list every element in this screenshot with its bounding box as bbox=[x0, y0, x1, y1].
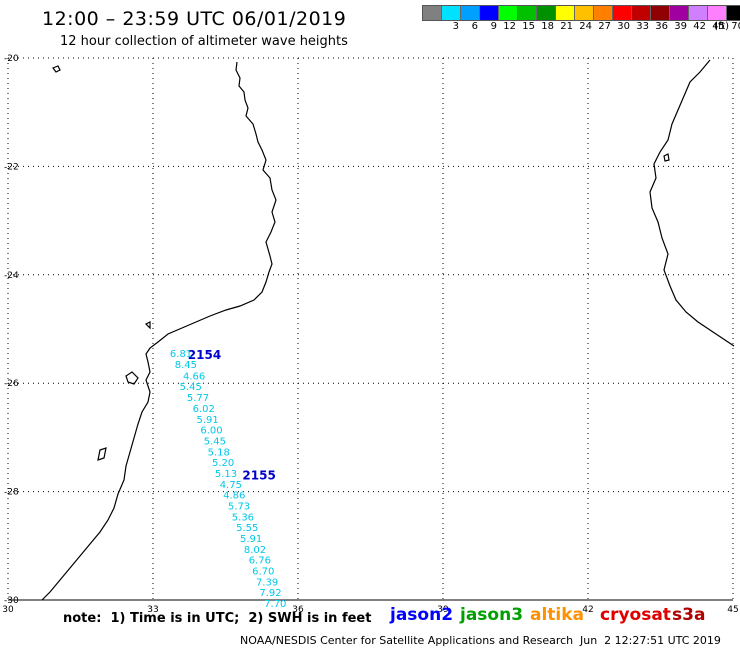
wave-height-value: 5.20 bbox=[212, 458, 234, 469]
wave-height-value: 5.13 bbox=[215, 469, 237, 480]
color-swatch bbox=[556, 6, 575, 20]
wave-height-value: 7.39 bbox=[256, 577, 278, 588]
color-swatch bbox=[537, 6, 556, 20]
wave-height-value: 4.66 bbox=[183, 371, 205, 382]
color-scale-label: 70 bbox=[731, 21, 740, 32]
inlet-coastline bbox=[97, 447, 107, 461]
wave-height-value: 6.02 bbox=[193, 404, 215, 415]
islet-coastline bbox=[144, 321, 151, 330]
color-scale-label: 30 bbox=[617, 21, 630, 32]
footer-note: note: 1) Time is in UTC; 2) SWH is in fe… bbox=[63, 611, 372, 626]
color-scale-label: 24 bbox=[579, 21, 592, 32]
wave-height-value: 5.73 bbox=[228, 501, 250, 512]
color-scale-label: 27 bbox=[598, 21, 611, 32]
latitude-tick-label: -30 bbox=[4, 596, 19, 606]
wave-height-value: 5.45 bbox=[180, 382, 202, 393]
credit-line: NOAA/NESDIS Center for Satellite Applica… bbox=[240, 634, 574, 647]
color-scale-label: 12 bbox=[503, 21, 516, 32]
satellite-name-jason2: jason2 bbox=[390, 605, 454, 625]
color-swatch bbox=[423, 6, 442, 20]
wave-height-value: 7.92 bbox=[259, 588, 281, 599]
color-scale-label: 15 bbox=[522, 21, 535, 32]
wave-height-value: 6.70 bbox=[252, 567, 274, 578]
satellite-name-cryosat: cryosat bbox=[600, 605, 671, 625]
color-swatch bbox=[632, 6, 651, 20]
wave-height-value: 6.81 bbox=[170, 349, 192, 360]
wave-height-value: 8.45 bbox=[175, 360, 197, 371]
wave-height-value: 5.45 bbox=[204, 436, 226, 447]
generated-timestamp: Jun 2 12:27:51 UTC 2019 bbox=[580, 634, 721, 647]
latitude-tick-label: -22 bbox=[4, 162, 19, 172]
color-swatch bbox=[670, 6, 689, 20]
color-scale-label: 39 bbox=[674, 21, 687, 32]
color-swatch bbox=[689, 6, 708, 20]
madagascar-coastline bbox=[649, 59, 735, 347]
color-scale-label: 21 bbox=[560, 21, 573, 32]
color-swatch bbox=[518, 6, 537, 20]
color-swatch bbox=[442, 6, 461, 20]
color-swatch bbox=[727, 6, 740, 20]
color-swatch bbox=[594, 6, 613, 20]
color-scale-label: 3 bbox=[452, 21, 459, 32]
color-swatch bbox=[575, 6, 594, 20]
madagascar-islet bbox=[663, 153, 670, 162]
color-scale-label: 33 bbox=[636, 21, 649, 32]
wave-height-value: 6.76 bbox=[249, 556, 271, 567]
wave-height-value: 5.77 bbox=[187, 393, 209, 404]
color-swatch bbox=[499, 6, 518, 20]
longitude-tick-label: 36 bbox=[292, 605, 304, 615]
wave-height-value: 8.02 bbox=[244, 545, 266, 556]
satellite-name-jason3: jason3 bbox=[460, 605, 524, 625]
longitude-tick-label: 39 bbox=[437, 605, 449, 615]
longitude-tick-label: 30 bbox=[2, 605, 14, 615]
coastline bbox=[41, 59, 735, 601]
wave-height-value: 6.00 bbox=[200, 426, 222, 437]
color-swatch bbox=[651, 6, 670, 20]
color-swatch bbox=[708, 6, 727, 20]
lake-coastline bbox=[125, 371, 139, 385]
graticule bbox=[7, 57, 734, 601]
pass-number-label: 2154 bbox=[188, 348, 221, 362]
wave-height-labels: 6.818.454.665.455.776.025.916.005.455.18… bbox=[170, 349, 287, 610]
longitude-tick-label: 33 bbox=[147, 605, 158, 615]
wave-height-value: 4.86 bbox=[223, 491, 245, 502]
africa-coastline bbox=[41, 61, 277, 601]
color-scale-label: 9 bbox=[490, 21, 497, 32]
wave-height-value: 5.55 bbox=[236, 523, 258, 534]
island-coastline bbox=[52, 65, 61, 73]
color-swatch bbox=[480, 6, 499, 20]
color-swatch bbox=[461, 6, 480, 20]
wave-height-value: 5.36 bbox=[232, 512, 254, 523]
wave-height-value: 5.91 bbox=[240, 534, 262, 545]
satellite-name-s3a: s3a bbox=[672, 605, 706, 625]
color-scale-label: 6 bbox=[471, 21, 478, 32]
latitude-tick-label: -20 bbox=[4, 54, 19, 64]
wave-height-value: 4.75 bbox=[220, 480, 242, 491]
longitude-tick-label: 45 bbox=[727, 605, 738, 615]
wave-height-color-scale bbox=[422, 5, 740, 21]
wave-height-value: 5.18 bbox=[208, 447, 230, 458]
longitude-tick-label: 42 bbox=[582, 605, 593, 615]
page-subtitle: 12 hour collection of altimeter wave hei… bbox=[60, 34, 348, 49]
pass-number-label: 2155 bbox=[242, 469, 275, 483]
wave-height-value: 7.70 bbox=[264, 599, 286, 610]
wave-height-value: 5.91 bbox=[197, 415, 219, 426]
color-scale-label: 42 bbox=[693, 21, 706, 32]
color-scale-label: 45 bbox=[712, 21, 725, 32]
page-title: 12:00 – 23:59 UTC 06/01/2019 bbox=[42, 8, 347, 30]
color-scale-label: 36 bbox=[655, 21, 668, 32]
latitude-tick-label: -26 bbox=[4, 379, 19, 389]
satellite-name-altika: altika bbox=[530, 605, 585, 625]
satellite-pass-labels: 2154 2155 bbox=[188, 348, 276, 483]
color-swatch bbox=[613, 6, 632, 20]
color-scale-label: 18 bbox=[541, 21, 554, 32]
color-scale-unit: (ft) bbox=[714, 21, 730, 32]
color-scale-labels: 36912151821242730333639424570 bbox=[422, 21, 740, 32]
latitude-tick-label: -24 bbox=[4, 271, 19, 281]
latitude-tick-label: -28 bbox=[4, 488, 19, 498]
